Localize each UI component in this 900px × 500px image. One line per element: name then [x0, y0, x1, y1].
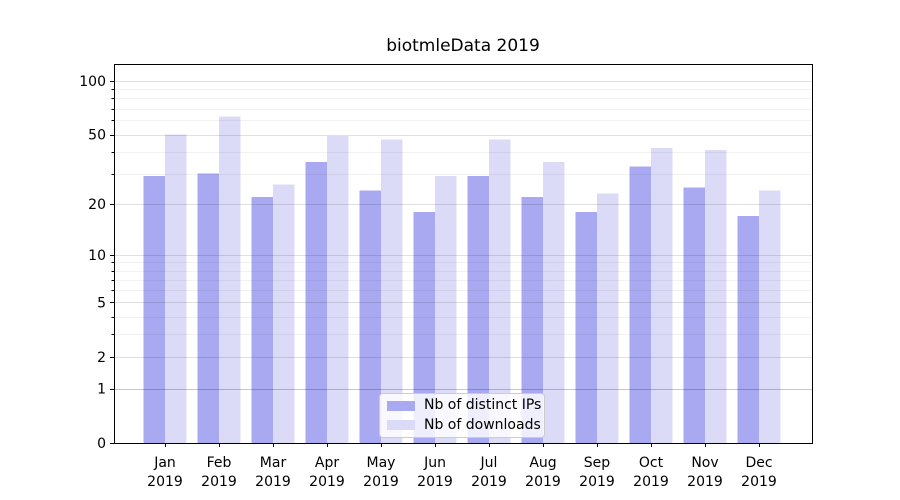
x-tick-label-year: 2019: [309, 474, 345, 490]
y-tick-label: 5: [97, 295, 106, 311]
x-tick-label-year: 2019: [579, 474, 615, 490]
bar-distinct-ips-sep: [575, 211, 597, 443]
plot-border: [114, 64, 813, 444]
x-tick-label-year: 2019: [363, 474, 399, 490]
bar-downloads-jul: [489, 139, 511, 444]
x-tick-label-month: Apr: [315, 455, 339, 471]
bar-downloads-nov: [705, 149, 727, 443]
x-tick-label-month: Sep: [584, 455, 611, 471]
y-tick-label: 50: [88, 128, 106, 144]
legend-label-downloads: Nb of downloads: [424, 416, 541, 433]
x-tick-label-month: Jul: [480, 455, 498, 471]
plot-layers: 0 1 2 5 10 20 50 100 Jan 2019 Feb 2019 Mar 2019 Apr 201…: [79, 64, 813, 490]
x-tick-label-year: 2019: [741, 474, 777, 490]
bar-downloads-jan: [165, 134, 187, 443]
bar-distinct-ips-dec: [737, 216, 759, 443]
legend: Nb of distinct IPs Nb of downloads: [379, 393, 545, 438]
legend-label-distinct-ips: Nb of distinct IPs: [424, 397, 542, 414]
y-tick-label: 100: [79, 74, 106, 90]
x-tick-label-year: 2019: [525, 474, 561, 490]
legend-item-distinct-ips: Nb of distinct IPs: [387, 397, 541, 413]
bar-downloads-mar: [273, 184, 295, 443]
legend-swatch-downloads: [387, 420, 415, 431]
x-tick-label-year: 2019: [471, 474, 507, 490]
x-tick-label-month: Jun: [423, 455, 446, 471]
x-tick-label-month: Nov: [691, 455, 718, 471]
bar-downloads-feb: [219, 116, 241, 443]
y-tick-label: 0: [97, 436, 106, 452]
y-tick-label: 2: [97, 350, 106, 366]
bar-distinct-ips-jan: [143, 176, 165, 443]
y-tick-label: 1: [97, 382, 106, 398]
x-tick-label-year: 2019: [417, 474, 453, 490]
x-tick-label-month: Mar: [260, 455, 287, 471]
bar-downloads-oct: [651, 147, 673, 443]
x-tick-label-year: 2019: [687, 474, 723, 490]
chart-title: biotmleData 2019: [386, 36, 540, 56]
x-tick-label-year: 2019: [147, 474, 183, 490]
x-tick-label-year: 2019: [633, 474, 669, 490]
legend-item-downloads: Nb of downloads: [387, 417, 541, 433]
x-tick-label-month: Aug: [529, 455, 556, 471]
bar-distinct-ips-nov: [683, 187, 705, 443]
y-tick-label: 20: [88, 197, 106, 213]
x-tick-label-month: May: [367, 455, 396, 471]
bar-downloads-apr: [327, 136, 349, 444]
x-tick-label-month: Dec: [745, 455, 772, 471]
bar-downloads-aug: [543, 161, 565, 444]
bar-downloads-may: [381, 139, 403, 444]
x-tick-label-year: 2019: [255, 474, 291, 490]
bar-distinct-ips-aug: [521, 197, 543, 443]
bar-distinct-ips-jul: [467, 176, 489, 443]
bar-downloads-sep: [597, 193, 619, 443]
x-tick-label-month: Jan: [153, 455, 176, 471]
bar-distinct-ips-apr: [305, 161, 327, 444]
bar-downloads-dec: [759, 190, 781, 443]
y-tick-label: 10: [88, 248, 106, 264]
bar-distinct-ips-oct: [629, 166, 651, 444]
x-tick-label-month: Feb: [207, 455, 232, 471]
x-tick-label-year: 2019: [201, 474, 237, 490]
legend-swatch-distinct-ips: [387, 400, 415, 411]
bar-downloads-jun: [435, 176, 457, 443]
bar-distinct-ips-mar: [251, 197, 273, 443]
bar-distinct-ips-may: [359, 190, 381, 443]
x-tick-label-month: Oct: [639, 455, 664, 471]
bar-distinct-ips-feb: [197, 173, 219, 443]
bar-distinct-ips-jun: [413, 211, 435, 443]
